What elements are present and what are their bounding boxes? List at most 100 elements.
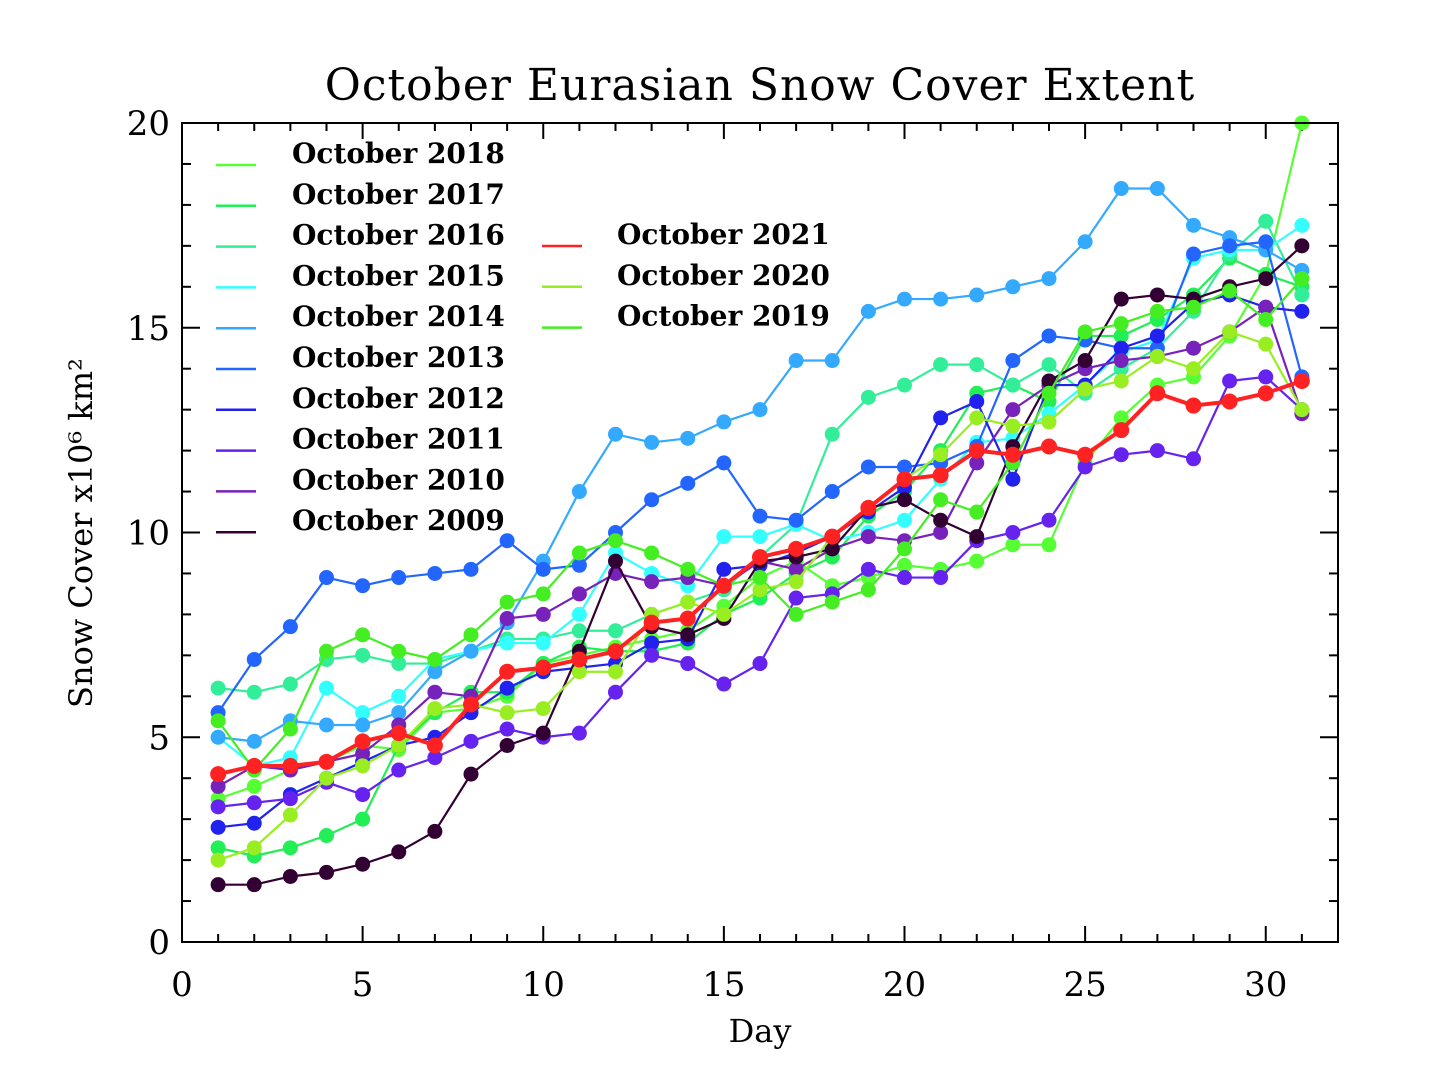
data-point	[607, 643, 624, 660]
legend: October 2018 October 2017 October 2016 Octo…	[216, 137, 830, 537]
data-point	[608, 426, 623, 442]
data-point	[1077, 353, 1093, 369]
data-point	[319, 770, 334, 786]
data-point	[210, 819, 226, 835]
data-point	[1258, 369, 1274, 385]
data-point	[969, 455, 985, 471]
data-point	[860, 459, 876, 475]
data-point	[318, 753, 335, 770]
data-point	[860, 389, 876, 405]
data-point	[427, 651, 443, 667]
legend-item: October 2020	[542, 259, 830, 292]
data-point	[1258, 234, 1274, 250]
data-point	[644, 492, 660, 508]
data-point	[716, 455, 732, 471]
data-point	[210, 852, 226, 868]
data-point	[1041, 385, 1057, 401]
data-point	[571, 557, 587, 573]
data-point	[535, 586, 551, 602]
data-point	[210, 877, 226, 893]
data-point	[680, 627, 696, 643]
data-point	[1041, 438, 1057, 455]
data-point	[680, 656, 696, 672]
data-point	[427, 750, 443, 766]
data-point	[1077, 446, 1094, 463]
legend-label: October 2009	[292, 504, 505, 537]
data-point	[897, 291, 912, 307]
data-point	[354, 733, 371, 750]
data-point	[897, 492, 912, 508]
plot-frame	[181, 122, 1339, 943]
data-point	[933, 291, 949, 307]
data-point	[752, 549, 768, 566]
data-point	[969, 410, 985, 426]
legend-item: October 2021	[542, 218, 830, 251]
legend-item: October 2013	[216, 341, 505, 374]
data-point	[355, 705, 371, 721]
data-point	[897, 512, 912, 528]
data-point	[933, 492, 949, 508]
data-point	[355, 758, 371, 774]
data-point	[499, 705, 515, 721]
x-tick-label: 25	[1063, 965, 1106, 1005]
data-point	[246, 684, 262, 700]
data-point	[355, 647, 371, 663]
series-line	[217, 306, 1303, 788]
data-point	[1113, 181, 1129, 197]
data-point	[246, 651, 262, 667]
series-october-2014	[210, 181, 1310, 749]
data-point	[1258, 312, 1274, 328]
data-point	[282, 676, 298, 692]
data-point	[644, 647, 660, 663]
data-point	[1222, 324, 1238, 340]
data-point	[752, 570, 768, 586]
data-point	[319, 570, 334, 586]
data-point	[1185, 397, 1202, 414]
data-point	[644, 635, 660, 651]
data-point	[715, 577, 732, 594]
x-tick-label: 30	[1244, 965, 1287, 1005]
legend-item: October 2015	[216, 259, 505, 292]
data-point	[391, 737, 407, 753]
data-point	[246, 877, 262, 893]
legend-label: October 2013	[292, 341, 505, 374]
data-point	[463, 627, 479, 643]
data-point	[282, 807, 298, 823]
data-point	[535, 701, 551, 717]
data-point	[1294, 303, 1310, 319]
data-point	[535, 659, 552, 676]
data-point	[1113, 340, 1129, 356]
series-october-2019	[210, 271, 1310, 778]
data-point	[788, 574, 804, 590]
data-point	[1113, 316, 1129, 332]
data-point	[788, 512, 804, 528]
data-point	[969, 357, 985, 373]
data-point	[355, 627, 371, 643]
data-point	[933, 410, 949, 426]
data-point	[752, 529, 768, 545]
data-point	[752, 582, 768, 598]
data-point	[716, 561, 732, 577]
data-point	[427, 823, 443, 839]
data-point	[1294, 238, 1310, 254]
data-point	[571, 664, 587, 680]
data-point	[608, 533, 623, 549]
legend-item: October 2017	[216, 178, 505, 211]
data-point	[355, 856, 371, 872]
data-point	[282, 721, 298, 737]
data-point	[1005, 471, 1021, 487]
data-point	[752, 402, 768, 418]
data-point	[644, 434, 660, 450]
data-point	[608, 664, 623, 680]
data-point	[860, 582, 876, 598]
data-point	[1005, 402, 1021, 418]
data-point	[788, 590, 804, 606]
data-point	[824, 426, 840, 442]
data-point	[319, 680, 334, 696]
data-point	[1041, 537, 1057, 553]
data-point	[355, 787, 371, 803]
data-point	[1005, 537, 1021, 553]
data-point	[426, 737, 443, 754]
legend-item: October 2012	[216, 382, 505, 415]
data-point	[427, 664, 443, 680]
